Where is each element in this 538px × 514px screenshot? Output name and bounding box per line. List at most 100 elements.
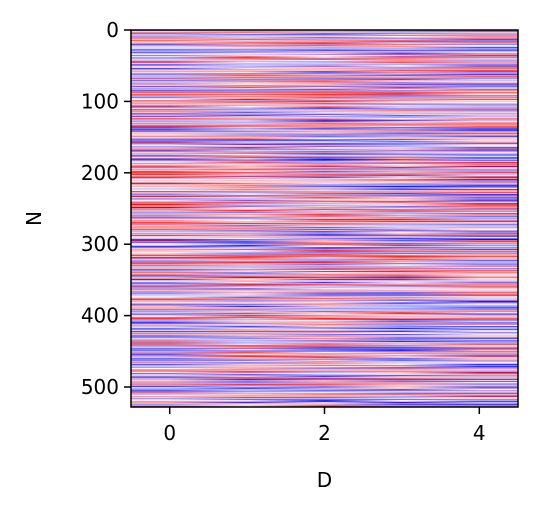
heatmap-row bbox=[131, 34, 518, 36]
heatmap-row bbox=[131, 197, 518, 199]
heatmap-row bbox=[131, 187, 518, 189]
heatmap-row bbox=[131, 317, 518, 318]
heatmap-row bbox=[131, 388, 518, 390]
heatmap-row bbox=[131, 269, 518, 271]
heatmap-row bbox=[131, 114, 518, 116]
heatmap-row bbox=[131, 335, 518, 337]
heatmap-row bbox=[131, 216, 518, 218]
heatmap-row bbox=[131, 351, 518, 353]
heatmap-row bbox=[131, 336, 518, 338]
heatmap-row bbox=[131, 294, 518, 296]
heatmap-row bbox=[131, 134, 518, 136]
heatmap-row bbox=[131, 110, 518, 112]
heatmap-row bbox=[131, 341, 518, 343]
heatmap-row bbox=[131, 86, 518, 88]
heatmap-row bbox=[131, 94, 518, 96]
heatmap-row bbox=[131, 108, 518, 110]
heatmap-row bbox=[131, 247, 518, 249]
heatmap-row bbox=[131, 174, 518, 176]
heatmap-row bbox=[131, 148, 518, 150]
heatmap-row bbox=[131, 82, 518, 84]
heatmap-row bbox=[131, 222, 518, 224]
heatmap-row bbox=[131, 247, 518, 249]
heatmap-row bbox=[131, 97, 518, 99]
heatmap-row bbox=[131, 314, 518, 316]
heatmap-row bbox=[131, 288, 518, 290]
heatmap-row bbox=[131, 312, 518, 313]
heatmap-row bbox=[131, 59, 518, 61]
heatmap-row bbox=[131, 98, 518, 100]
heatmap-row bbox=[131, 331, 518, 333]
heatmap-row bbox=[131, 299, 518, 301]
heatmap-row bbox=[131, 121, 518, 123]
heatmap-row bbox=[131, 76, 518, 78]
heatmap-row bbox=[131, 370, 518, 372]
heatmap-row bbox=[131, 81, 518, 83]
heatmap-row bbox=[131, 235, 518, 237]
heatmap-row bbox=[131, 217, 518, 219]
heatmap-row bbox=[131, 120, 518, 122]
heatmap-row bbox=[131, 360, 518, 362]
heatmap-row bbox=[131, 324, 518, 326]
heatmap-row bbox=[131, 149, 518, 151]
heatmap-row bbox=[131, 106, 518, 108]
heatmap-row bbox=[131, 280, 518, 282]
heatmap-row bbox=[131, 339, 518, 341]
y-tick-label: 500 bbox=[81, 375, 119, 399]
heatmap-row bbox=[131, 181, 518, 183]
heatmap-row bbox=[131, 99, 518, 101]
heatmap-row bbox=[131, 31, 518, 33]
heatmap-row bbox=[131, 369, 518, 371]
heatmap-row bbox=[131, 223, 518, 225]
heatmap-row bbox=[131, 127, 518, 129]
heatmap-row bbox=[131, 378, 518, 380]
heatmap-row bbox=[131, 309, 518, 311]
heatmap-row bbox=[131, 87, 518, 89]
heatmap-row bbox=[131, 230, 518, 232]
heatmap-row bbox=[131, 249, 518, 251]
heatmap-row bbox=[131, 124, 518, 126]
heatmap-row bbox=[131, 387, 518, 389]
heatmap-row bbox=[131, 144, 518, 146]
heatmap-row bbox=[131, 325, 518, 327]
heatmap-row bbox=[131, 61, 518, 63]
heatmap-row bbox=[131, 259, 518, 261]
heatmap-row bbox=[131, 198, 518, 200]
heatmap-row bbox=[131, 287, 518, 289]
heatmap-row bbox=[131, 218, 518, 220]
heatmap-row bbox=[131, 375, 518, 377]
heatmap-row bbox=[131, 77, 518, 79]
heatmap-row bbox=[131, 264, 518, 266]
heatmap-row bbox=[131, 173, 518, 175]
heatmap-row bbox=[131, 261, 518, 263]
heatmap-row bbox=[131, 332, 518, 333]
heatmap-row bbox=[131, 290, 518, 292]
heatmap-row bbox=[131, 219, 518, 221]
heatmap-row bbox=[131, 135, 518, 137]
heatmap-row bbox=[131, 169, 518, 171]
heatmap-row bbox=[131, 157, 518, 159]
heatmap-row bbox=[131, 66, 518, 68]
heatmap-row bbox=[131, 311, 518, 313]
heatmap-row bbox=[131, 112, 518, 114]
heatmap-row bbox=[131, 269, 518, 271]
heatmap-row bbox=[131, 394, 518, 396]
heatmap-row bbox=[131, 289, 518, 291]
heatmap-row bbox=[131, 389, 518, 391]
heatmap-row bbox=[131, 51, 518, 53]
heatmap-row bbox=[131, 237, 518, 239]
heatmap-row bbox=[131, 104, 518, 106]
heatmap-row bbox=[131, 404, 518, 406]
heatmap-row bbox=[131, 71, 518, 73]
heatmap-row bbox=[131, 58, 518, 60]
heatmap-row bbox=[131, 204, 518, 206]
heatmap-row bbox=[131, 189, 518, 191]
heatmap-row bbox=[131, 212, 518, 214]
heatmap-row bbox=[131, 39, 518, 41]
heatmap-row bbox=[131, 376, 518, 378]
heatmap-row bbox=[131, 274, 518, 276]
heatmap-row bbox=[131, 337, 518, 338]
heatmap-row bbox=[131, 93, 518, 95]
heatmap-row bbox=[131, 298, 518, 300]
heatmap-row bbox=[131, 239, 518, 241]
